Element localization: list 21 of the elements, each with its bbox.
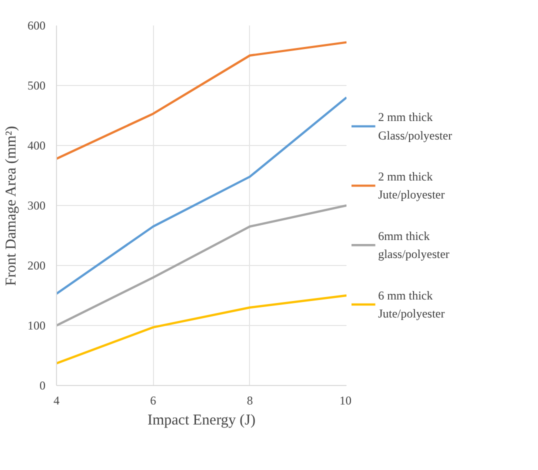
y-tick-label: 100 (28, 318, 46, 332)
legend-label: 6mm thick glass/polyester (378, 228, 450, 262)
legend-label: 6 mm thick Jute/polyester (378, 288, 445, 320)
y-tick-label: 500 (28, 78, 46, 92)
y-axis-title: Front Damage Area (mm²) (4, 126, 20, 286)
line-series (56, 204, 346, 327)
x-tick-label: 10 (340, 394, 352, 408)
legend-label: 2 mm thick Glass/polyester (378, 110, 452, 142)
line-series (56, 41, 346, 160)
x-axis-title: Impact Energy (J) (147, 412, 256, 428)
x-tick-label: 4 (54, 394, 60, 408)
y-tick-label: 400 (28, 138, 46, 152)
y-tick-label: 200 (28, 258, 46, 272)
line-series (56, 96, 346, 295)
line-series (56, 294, 346, 364)
y-tick-label: 300 (28, 198, 46, 212)
y-tick-label: 600 (28, 18, 46, 32)
legend-label: 2 mm thick Jute/ployester (378, 170, 445, 202)
x-tick-label: 6 (150, 394, 156, 408)
x-tick-label: 8 (246, 394, 253, 408)
y-tick-label: 0 (40, 378, 46, 392)
